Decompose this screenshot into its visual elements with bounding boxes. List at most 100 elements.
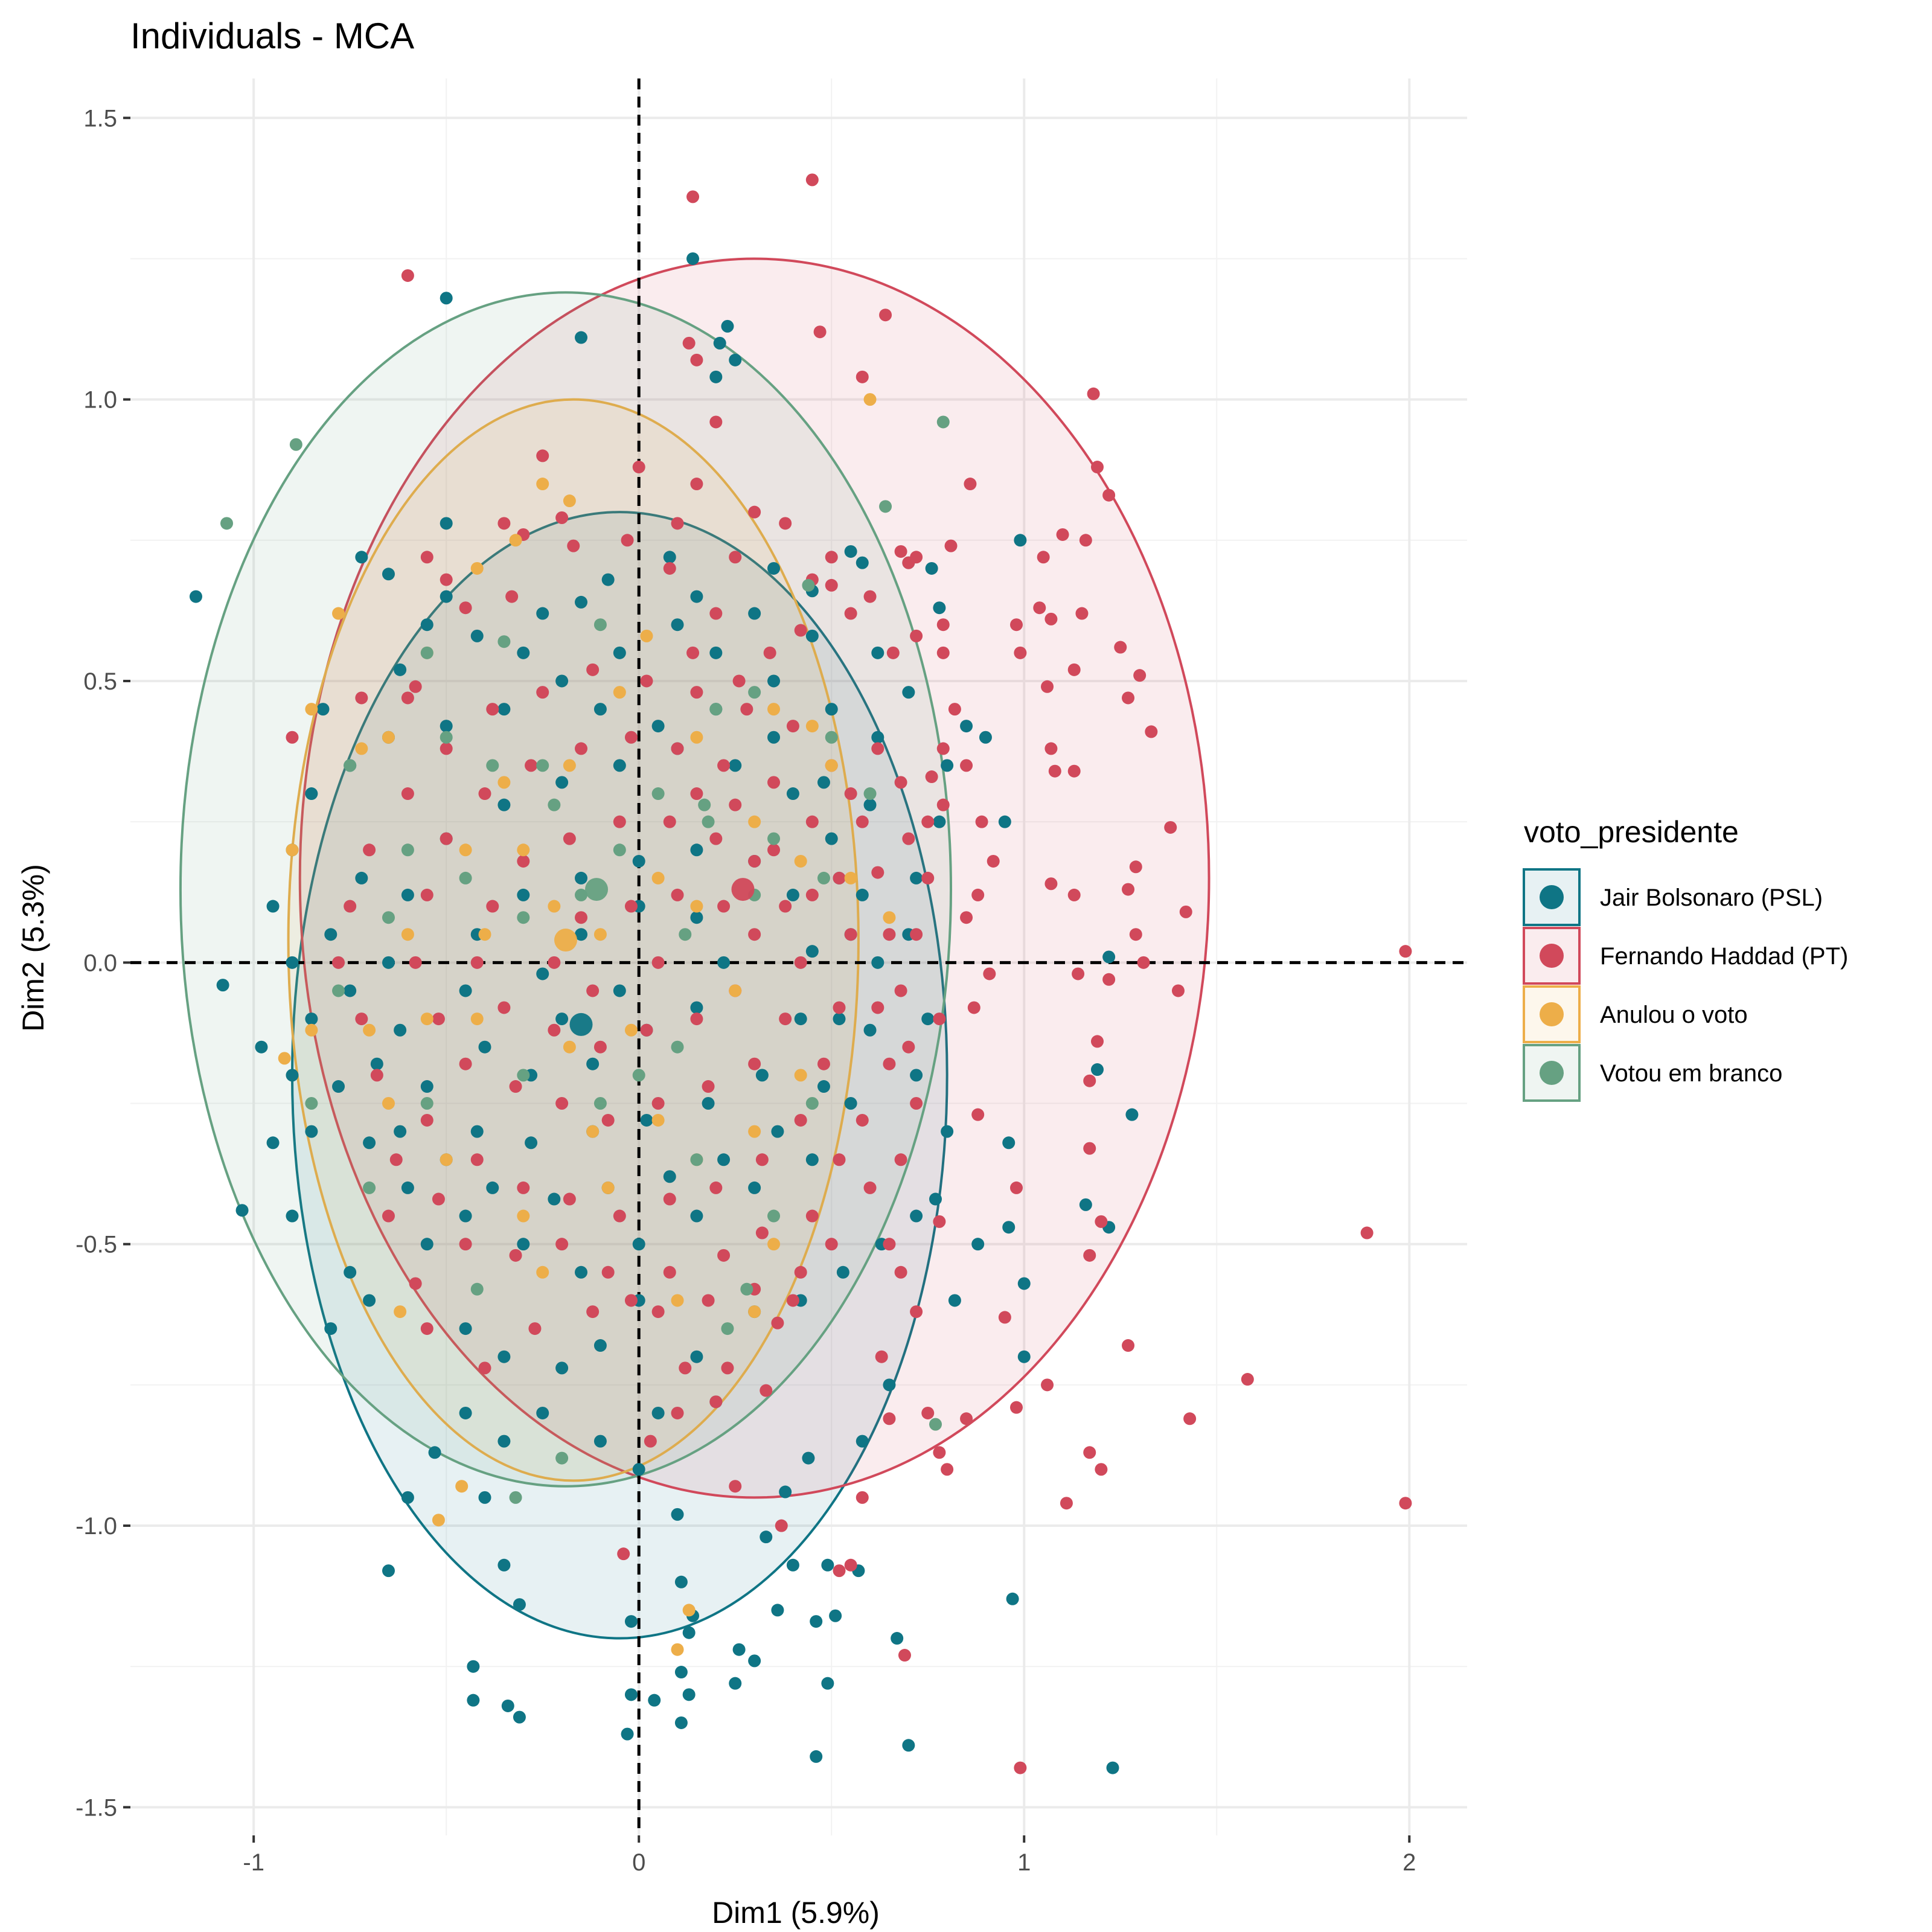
data-point-series-1 <box>632 854 645 868</box>
data-point-series-1 <box>440 292 453 305</box>
data-point-series-2 <box>709 415 723 429</box>
data-point-series-1 <box>674 1716 688 1729</box>
data-point-series-1 <box>998 815 1011 828</box>
data-point-series-1 <box>674 1666 688 1679</box>
data-point-series-2 <box>833 1564 846 1578</box>
data-point-series-2 <box>910 1097 923 1110</box>
data-point-series-1 <box>671 618 684 632</box>
data-point-series-1 <box>651 720 665 733</box>
y-axis-title: Dim2 (5.3%) <box>16 864 50 1032</box>
data-point-series-1 <box>910 1069 923 1082</box>
data-point-series-1 <box>420 618 433 632</box>
data-point-series-2 <box>833 1001 846 1014</box>
data-point-series-2 <box>1083 1446 1096 1459</box>
data-point-series-1 <box>478 1491 491 1504</box>
data-point-series-3 <box>305 1023 318 1037</box>
data-point-series-2 <box>960 1412 973 1425</box>
data-point-series-2 <box>470 956 484 969</box>
data-point-series-2 <box>936 646 950 659</box>
data-point-series-2 <box>844 928 857 941</box>
data-point-series-1 <box>497 798 511 811</box>
data-point-series-2 <box>767 843 781 857</box>
data-point-series-2 <box>1102 488 1116 502</box>
data-point-series-1 <box>921 1012 935 1026</box>
x-axis-title: Dim1 (5.9%) <box>712 1896 880 1930</box>
data-point-series-1 <box>517 1238 530 1251</box>
data-point-series-2 <box>1122 1339 1135 1352</box>
data-point-series-2 <box>1083 1142 1096 1155</box>
data-point-series-2 <box>1075 607 1089 620</box>
data-point-series-1 <box>817 776 830 789</box>
data-point-series-1 <box>721 319 734 333</box>
data-point-series-4 <box>517 911 530 924</box>
data-point-series-2 <box>440 573 453 586</box>
data-point-series-4 <box>767 1209 781 1223</box>
data-point-series-2 <box>555 1097 569 1110</box>
data-point-series-2 <box>640 1023 653 1037</box>
data-point-series-2 <box>709 1395 723 1409</box>
data-point-series-2 <box>925 770 938 784</box>
data-point-series-2 <box>586 663 600 676</box>
data-point-series-1 <box>863 1023 877 1037</box>
data-point-series-2 <box>729 798 742 811</box>
data-point-series-1 <box>871 731 884 744</box>
data-point-series-2 <box>775 1519 788 1532</box>
data-point-series-2 <box>690 1012 703 1026</box>
data-point-series-3 <box>563 494 576 508</box>
legend-marker-2 <box>1540 944 1564 968</box>
data-point-series-1 <box>729 353 742 366</box>
data-point-series-2 <box>805 173 819 187</box>
data-point-series-1 <box>593 1435 607 1448</box>
data-point-series-1 <box>902 686 915 699</box>
data-point-series-1 <box>497 1435 511 1448</box>
data-point-series-2 <box>355 691 368 705</box>
data-point-series-1 <box>933 601 946 615</box>
data-point-series-2 <box>833 1153 846 1166</box>
data-point-series-2 <box>702 1080 715 1093</box>
data-point-series-4 <box>879 500 892 513</box>
data-point-series-2 <box>1009 618 1023 632</box>
data-point-series-2 <box>894 776 907 789</box>
data-point-series-3 <box>548 900 561 913</box>
group-centroids <box>554 878 755 1036</box>
data-point-series-1 <box>767 561 781 575</box>
data-point-series-2 <box>651 1305 665 1319</box>
data-point-series-1 <box>613 759 626 772</box>
data-point-series-2 <box>825 1238 838 1251</box>
data-point-series-1 <box>382 1564 395 1578</box>
data-point-series-2 <box>459 1238 472 1251</box>
data-point-series-1 <box>856 1435 869 1448</box>
data-point-series-1 <box>517 646 530 659</box>
data-point-series-2 <box>709 607 723 620</box>
data-point-series-3 <box>729 984 742 997</box>
data-point-series-4 <box>613 843 626 857</box>
data-point-series-2 <box>651 1097 665 1110</box>
data-point-series-2 <box>690 478 703 491</box>
axes: -1 0 1 2 -1.5 -1.0 -0.5 0.0 0.5 1.0 1.5 <box>75 105 1416 1876</box>
data-point-series-1 <box>394 1125 407 1138</box>
data-point-series-2 <box>863 590 877 603</box>
data-point-series-2 <box>794 1265 807 1279</box>
y-tick-label: -0.5 <box>75 1232 117 1258</box>
data-point-series-1 <box>344 1265 357 1279</box>
data-point-series-3 <box>470 1012 484 1026</box>
data-point-series-2 <box>1079 534 1092 547</box>
data-point-series-4 <box>536 759 549 772</box>
data-point-series-1 <box>933 815 946 828</box>
data-point-series-2 <box>420 1322 433 1335</box>
data-point-series-2 <box>1009 1181 1023 1194</box>
data-point-series-1 <box>555 776 569 789</box>
data-point-series-2 <box>601 1113 615 1127</box>
data-point-series-1 <box>501 1699 514 1712</box>
data-point-series-1 <box>1017 1277 1031 1290</box>
data-point-series-2 <box>370 1069 383 1082</box>
data-point-series-1 <box>459 984 472 997</box>
data-point-series-4 <box>748 686 761 699</box>
data-point-series-2 <box>1072 967 1085 980</box>
data-point-series-4 <box>702 815 715 828</box>
data-point-series-2 <box>1129 860 1142 874</box>
data-point-series-3 <box>355 742 368 755</box>
data-point-series-1 <box>486 1181 499 1194</box>
y-tick-label: -1.5 <box>75 1794 117 1821</box>
data-point-series-3 <box>432 1514 445 1527</box>
